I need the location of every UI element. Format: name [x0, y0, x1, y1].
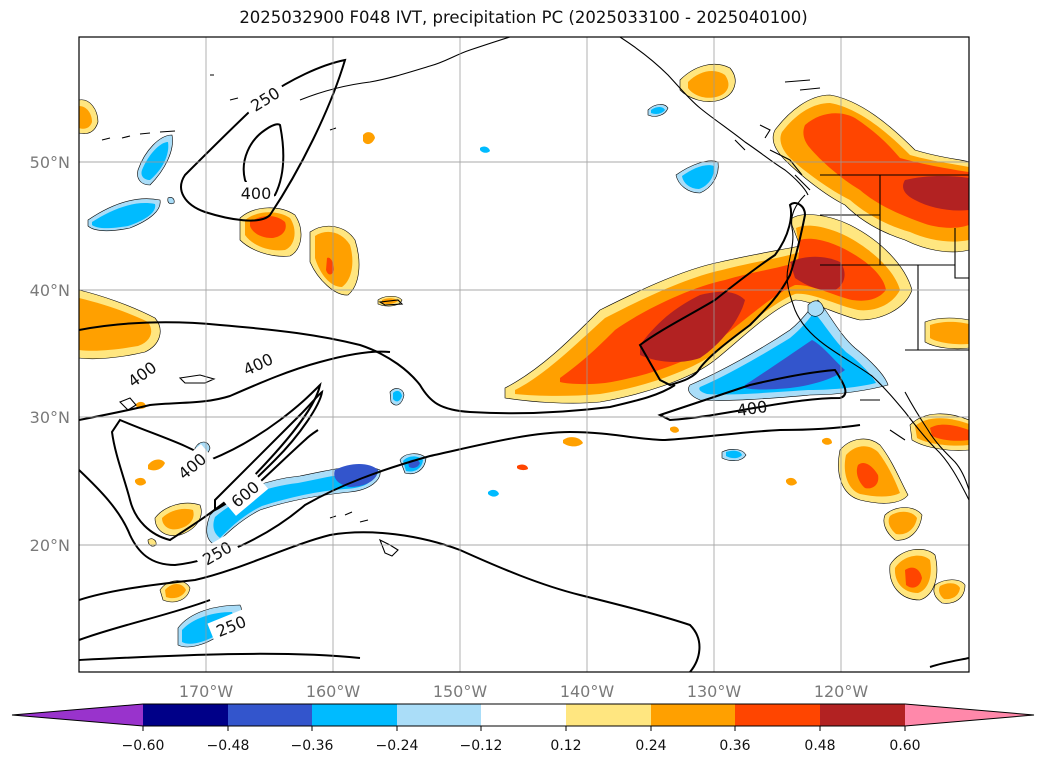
lat-label-50n: 50°N	[30, 153, 70, 172]
lon-label-160w: 160°W	[306, 682, 361, 701]
colorbar-segment-below-neg-060	[12, 704, 143, 726]
colorbar-segment-neg-060-to-neg-048	[143, 704, 228, 726]
lat-label-20n: 20°N	[30, 536, 70, 555]
lon-label-140w: 140°W	[560, 682, 615, 701]
lat-lon-gridlines	[79, 37, 969, 672]
colorbar-label-060: 0.60	[889, 738, 920, 754]
colorbar-label-neg-060: −0.60	[122, 738, 165, 754]
ivt-label-400-north: 400	[241, 184, 272, 203]
colorbar-label-neg-012: −0.12	[460, 738, 503, 754]
colorbar-label-036: 0.36	[719, 738, 750, 754]
lon-label-120w: 120°W	[814, 682, 869, 701]
colorbar-label-048: 0.48	[804, 738, 835, 754]
colorbar-segment-neg-048-to-neg-036	[228, 704, 312, 726]
ivt-contours	[79, 58, 969, 672]
map-frame	[78, 36, 970, 673]
longitude-labels: 170°W 160°W 150°W 140°W 130°W 120°W	[179, 682, 869, 701]
colorbar-segment-048-to-060	[820, 704, 905, 726]
map-title: 2025032900 F048 IVT, precipitation PC (2…	[239, 8, 808, 27]
colorbar-label-neg-036: −0.36	[291, 738, 334, 754]
colorbar-segment-neg-024-to-neg-012	[397, 704, 481, 726]
colorbar-label-neg-024: −0.24	[376, 738, 419, 754]
ivt-label-400-east: 400	[736, 397, 769, 420]
colorbar-segment-036-to-048	[735, 704, 820, 726]
latitude-labels: 50°N 40°N 30°N 20°N	[30, 153, 70, 555]
lon-label-130w: 130°W	[687, 682, 742, 701]
colorbar-segment-neg-036-to-neg-024	[312, 704, 397, 726]
lon-label-150w: 150°W	[433, 682, 488, 701]
lon-label-170w: 170°W	[179, 682, 234, 701]
colorbar-label-024: 0.24	[635, 738, 666, 754]
colorbar-segment-012-to-024	[566, 704, 651, 726]
colorbar: −0.60 −0.48 −0.36 −0.24 −0.12 0.12 0.24 …	[11, 703, 1035, 754]
lat-label-40n: 40°N	[30, 281, 70, 300]
coastlines	[101, 37, 969, 557]
lat-label-30n: 30°N	[30, 408, 70, 427]
colorbar-segment-024-to-036	[651, 704, 735, 726]
colorbar-label-neg-048: −0.48	[207, 738, 250, 754]
colorbar-label-012: 0.12	[550, 738, 581, 754]
colorbar-segment-above-060	[905, 704, 1034, 726]
colorbar-segment-neg-012-to-012	[481, 704, 566, 726]
